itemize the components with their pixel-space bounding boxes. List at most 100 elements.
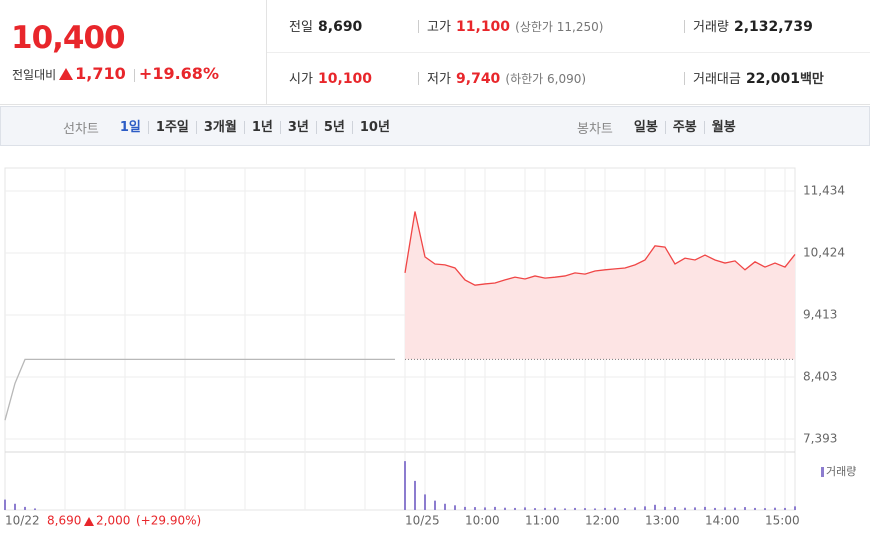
volume-bar: [734, 507, 736, 510]
stat-value: 8,690: [318, 19, 363, 35]
x-tick-label: 10/22: [5, 514, 40, 528]
volume-bar: [674, 507, 676, 510]
x-tick-label: 13:00: [645, 514, 680, 528]
volume-bar: [494, 506, 496, 510]
volume-bar: [424, 494, 426, 510]
volume-bar: [414, 480, 416, 510]
stat: 전일 8,690: [289, 16, 362, 35]
stat-label: 전일: [289, 20, 313, 35]
volume-bar: [764, 508, 766, 510]
stat-value: 22,001: [745, 71, 800, 87]
volume-bar: [664, 506, 666, 510]
divider: [267, 52, 870, 53]
volume-bar: [404, 461, 406, 510]
volume-bar: [484, 507, 486, 510]
y-tick-label: 8,403: [803, 370, 837, 384]
volume-bar: [444, 503, 446, 510]
volume-bar: [564, 508, 566, 510]
x-tick-label: 14:00: [705, 514, 740, 528]
separator: [133, 69, 135, 82]
stat-label: 거래량: [693, 20, 729, 35]
volume-bar: [464, 506, 466, 510]
stat-note: (상한가 11,250): [515, 20, 604, 34]
tab[interactable]: 5년: [315, 121, 352, 134]
tab[interactable]: 3개월: [195, 121, 244, 134]
volume-bar: [774, 507, 776, 510]
volume-bar: [594, 508, 596, 510]
volume-bar: [514, 507, 516, 510]
stat-value: 10,100: [318, 71, 373, 87]
volume-bar: [704, 506, 706, 510]
price-line: [4, 358, 395, 421]
x-tick-label: 10:00: [465, 514, 500, 528]
line-tabs: 선차트 1일 1주일 3개월 1년 3년 5년 10년: [63, 118, 397, 137]
volume-bar: [504, 507, 506, 510]
volume-bar: [584, 508, 586, 510]
up-icon: [59, 68, 74, 80]
separator: [418, 20, 419, 33]
stat-label: 거래대금: [693, 72, 741, 87]
change-label: 전일대비: [12, 68, 57, 82]
volume-bar: [694, 507, 696, 510]
stat: 시가 10,100: [289, 68, 372, 87]
quote-box: [0, 0, 267, 104]
up-icon: [84, 517, 94, 526]
tab-bar: 선차트 1일 1주일 3개월 1년 3년 5년 10년 봉차트 일봉 주봉 월봉: [0, 106, 870, 146]
tab[interactable]: 10년: [351, 121, 397, 134]
change: 1,710: [75, 64, 126, 83]
tab[interactable]: 3년: [279, 121, 316, 134]
volume-bar: [784, 507, 786, 510]
change-rate: +19.68%: [138, 64, 219, 83]
tab-group-label: 봉차트: [577, 122, 613, 137]
tab[interactable]: 1주일: [147, 121, 196, 134]
change-row: 전일대비 1,710 +19.68%: [12, 64, 219, 83]
chart: 8,690 2,000 (+29.90%) 10/22 10/25 10:00 11:…: [4, 167, 856, 528]
volume-bar: [434, 500, 436, 510]
prev-change-rate: (+29.90%): [136, 514, 201, 528]
volume-bar: [454, 505, 456, 510]
volume-bar: [554, 507, 556, 510]
candle-tabs: 봉차트 일봉 주봉 월봉: [577, 118, 743, 137]
volume-bar: [24, 506, 26, 510]
volume-bar: [574, 507, 576, 510]
volume-bar: [604, 507, 606, 510]
area: [405, 211, 795, 360]
volume-bar: [754, 507, 756, 510]
volume-bar: [714, 507, 716, 510]
separator: [418, 72, 419, 85]
separator: [684, 20, 685, 33]
volume-bar: [524, 507, 526, 510]
tab[interactable]: 월봉: [703, 121, 743, 134]
stat-label: 시가: [289, 72, 313, 87]
volume-bar: [534, 508, 536, 510]
volume-bar: [14, 503, 16, 510]
volume-bar: [624, 508, 626, 510]
tab[interactable]: 1일: [119, 120, 141, 135]
volume-bar: [724, 507, 726, 510]
volume-bar: [634, 507, 636, 510]
y-tick-label: 7,393: [803, 431, 837, 445]
volume-bar: [794, 506, 796, 510]
tab[interactable]: 일봉: [633, 120, 658, 135]
stat-label: 저가: [427, 72, 451, 87]
tab[interactable]: 주봉: [664, 121, 704, 134]
stat-unit: 백만: [799, 72, 824, 87]
stat: 저가 9,740 (하한가 6,090): [418, 68, 586, 87]
tab[interactable]: 1년: [243, 121, 280, 134]
stat-value: 11,100: [456, 19, 511, 35]
volume-bar: [474, 507, 476, 510]
volume-bar: [544, 507, 546, 510]
y-tick-label: 11,434: [803, 184, 845, 198]
stat: 고가 11,100 (상한가 11,250): [418, 16, 603, 35]
x-tick-label: 15:00: [765, 514, 800, 528]
stat-note: (하한가 6,090): [505, 72, 587, 86]
stat-value: 9,740: [456, 71, 501, 87]
stat-label: 고가: [427, 20, 451, 35]
legend-marker: [821, 467, 824, 477]
legend-label: 거래량: [826, 465, 856, 478]
volume-bar: [644, 506, 646, 510]
volume-bar: [34, 508, 36, 510]
volume-bar: [4, 499, 6, 510]
